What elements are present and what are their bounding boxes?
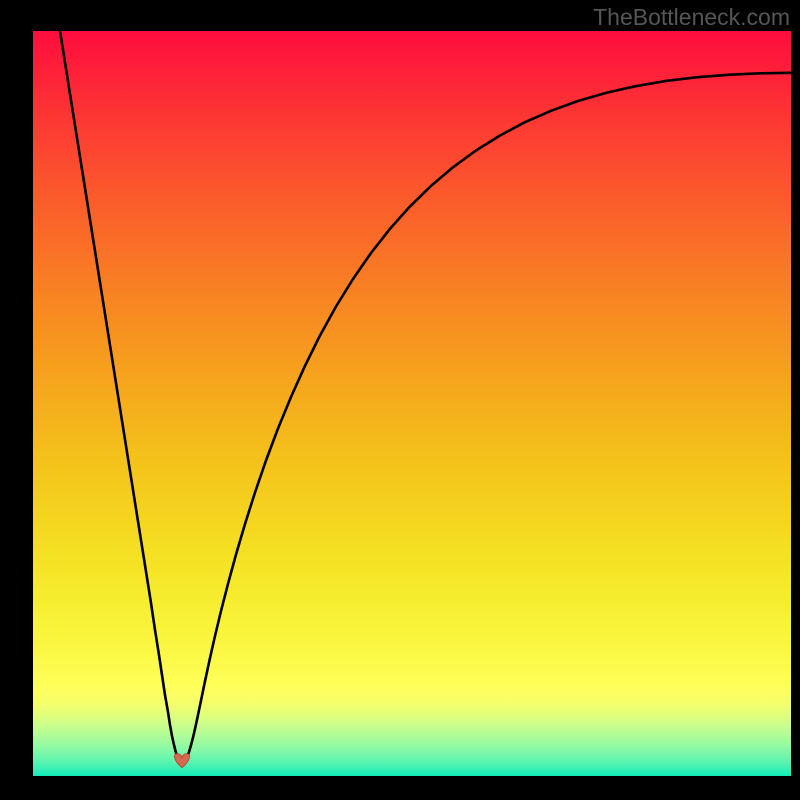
chart-svg-overlay (0, 0, 800, 800)
watermark-text: TheBottleneck.com (593, 4, 790, 31)
chart-container: TheBottleneck.com (0, 0, 800, 800)
heart-marker-icon (174, 754, 189, 768)
bottleneck-curve (60, 31, 791, 764)
